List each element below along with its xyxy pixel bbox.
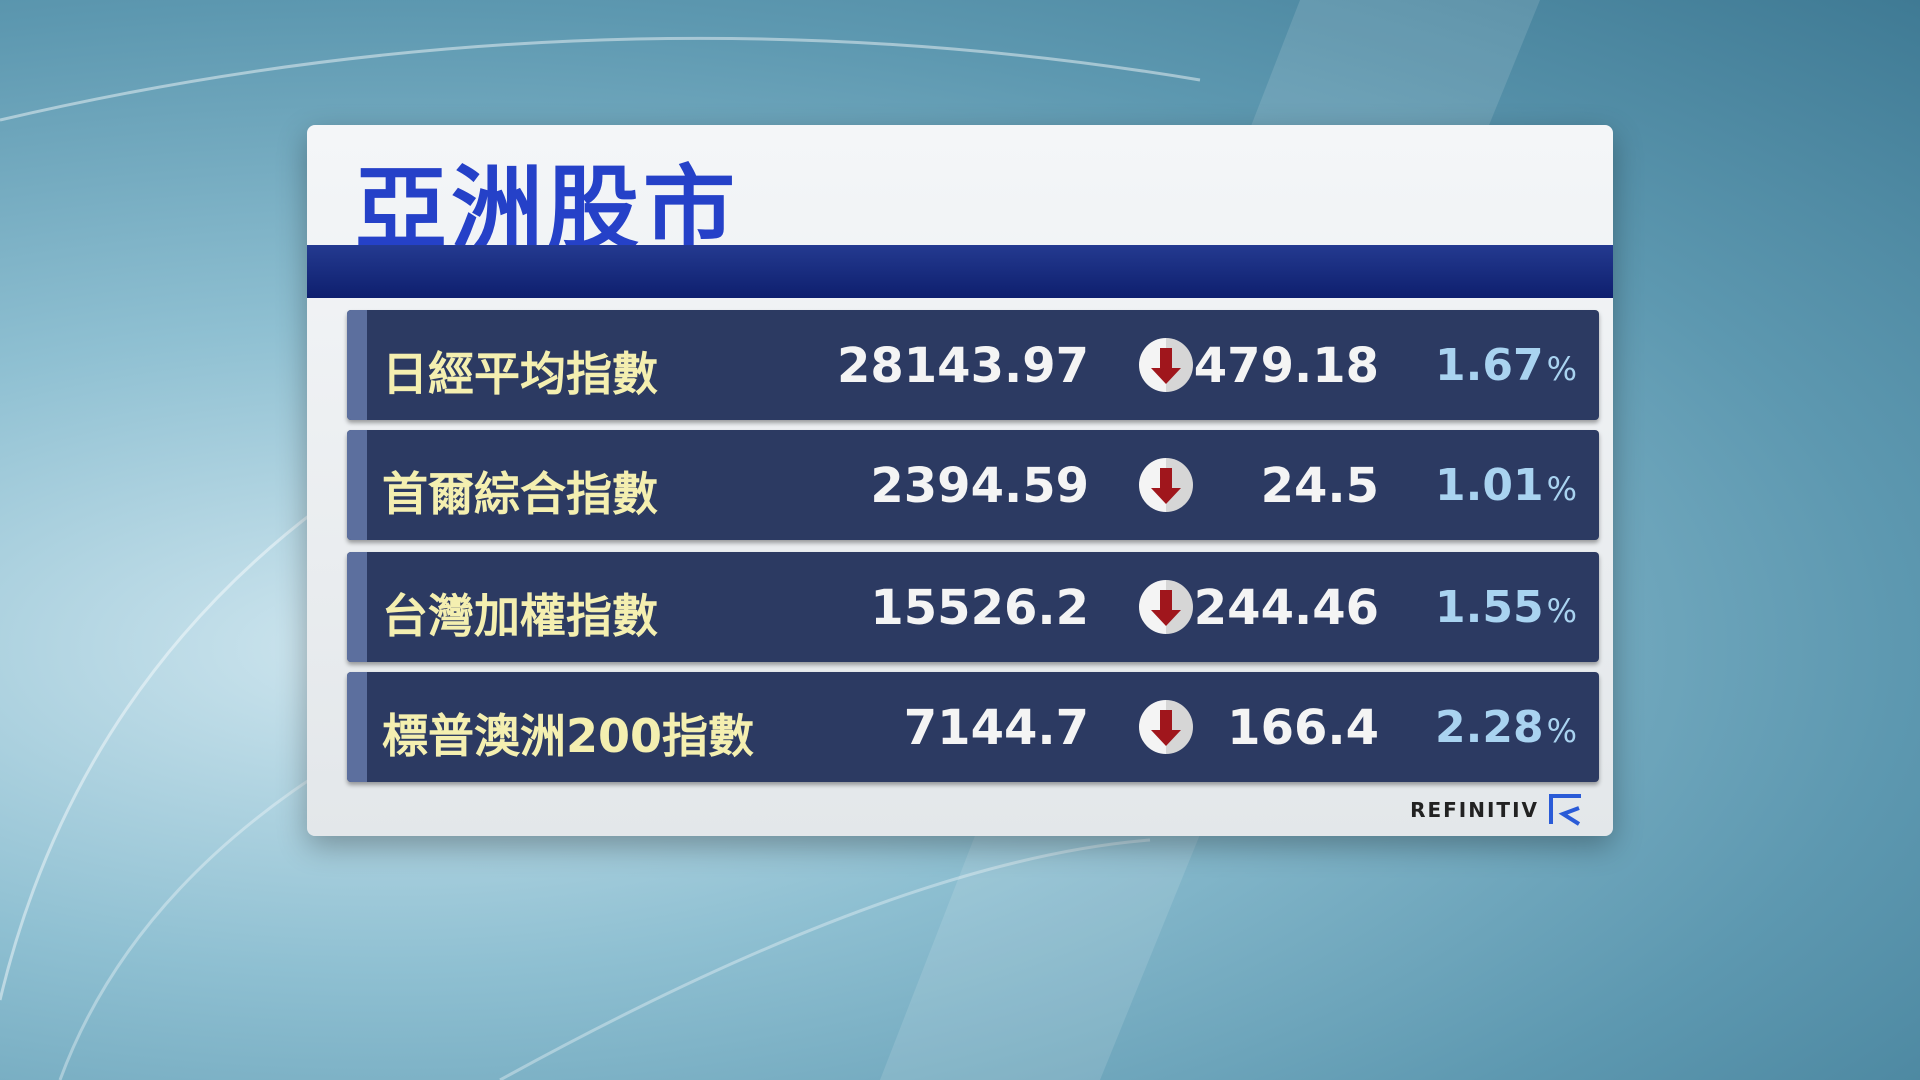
percent-unit: % — [1546, 712, 1577, 750]
percent-unit: % — [1546, 350, 1577, 388]
index-percent: 2.28% — [1435, 702, 1577, 753]
percent-value: 1.55 — [1435, 582, 1544, 633]
index-value: 15526.2 — [870, 580, 1089, 636]
source-label: REFINITIV — [1410, 798, 1539, 822]
index-row: 台灣加權指數 15526.2 244.46 1.55% — [347, 552, 1599, 662]
asian-markets-panel: 亞洲股市 日經平均指數 28143.97 479.18 1.67% 首爾綜合指數… — [307, 125, 1613, 836]
down-arrow-icon — [1139, 458, 1193, 512]
row-accent — [347, 672, 367, 782]
percent-value: 2.28 — [1435, 702, 1544, 753]
index-name: 日經平均指數 — [382, 347, 658, 401]
down-arrow-icon — [1139, 580, 1193, 634]
percent-unit: % — [1546, 470, 1577, 508]
row-accent — [347, 552, 367, 662]
row-accent — [347, 430, 367, 540]
source-logo: REFINITIV — [1410, 794, 1583, 826]
index-name: 標普澳洲200指數 — [382, 709, 755, 763]
index-value: 28143.97 — [836, 338, 1089, 394]
percent-value: 1.67 — [1435, 340, 1544, 391]
index-value: 7144.7 — [903, 700, 1089, 756]
index-percent: 1.67% — [1435, 340, 1577, 391]
percent-unit: % — [1546, 592, 1577, 630]
index-name: 首爾綜合指數 — [382, 467, 658, 521]
title-band — [307, 245, 1613, 298]
index-change: 479.18 — [1193, 338, 1379, 394]
index-row: 日經平均指數 28143.97 479.18 1.67% — [347, 310, 1599, 420]
index-value: 2394.59 — [870, 458, 1089, 514]
index-row: 首爾綜合指數 2394.59 24.5 1.01% — [347, 430, 1599, 540]
down-arrow-icon — [1139, 338, 1193, 392]
refinitiv-logo-icon — [1549, 794, 1581, 826]
index-row: 標普澳洲200指數 7144.7 166.4 2.28% — [347, 672, 1599, 782]
index-percent: 1.55% — [1435, 582, 1577, 633]
index-percent: 1.01% — [1435, 460, 1577, 511]
row-accent — [347, 310, 367, 420]
percent-value: 1.01 — [1435, 460, 1544, 511]
index-change: 244.46 — [1193, 580, 1379, 636]
index-change: 24.5 — [1260, 458, 1379, 514]
index-name: 台灣加權指數 — [382, 589, 658, 643]
index-change: 166.4 — [1227, 700, 1379, 756]
down-arrow-icon — [1139, 700, 1193, 754]
